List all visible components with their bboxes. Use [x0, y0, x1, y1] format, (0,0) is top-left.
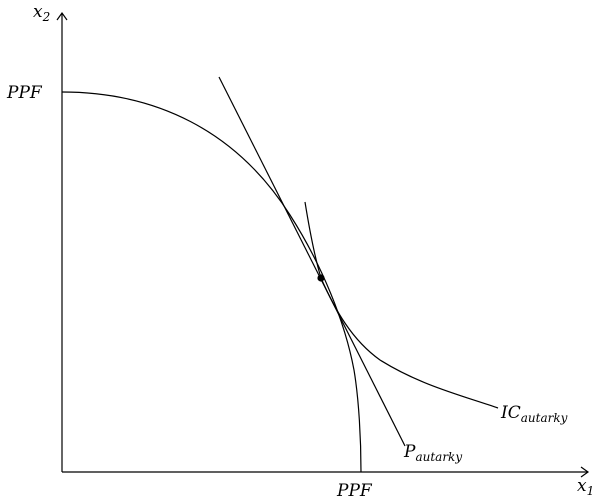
ic-autarky-label: ICautarky — [500, 403, 568, 425]
indifference-curve-autarky — [304, 201, 499, 409]
y-axis-arrowhead — [56, 11, 68, 21]
x-axis-arrowhead — [580, 466, 590, 478]
autarky-equilibrium-point — [317, 274, 325, 282]
ppf-x-intercept-label: PPF — [336, 481, 373, 501]
p-autarky-label: Pautarky — [403, 442, 462, 464]
ppf-curve — [61, 91, 362, 473]
ppf-y-intercept-label: PPF — [6, 83, 43, 103]
y-axis-label: x2 — [33, 2, 50, 24]
x-axis-label: x1 — [577, 476, 594, 498]
price-line-autarky — [218, 76, 406, 447]
axes — [56, 11, 590, 478]
